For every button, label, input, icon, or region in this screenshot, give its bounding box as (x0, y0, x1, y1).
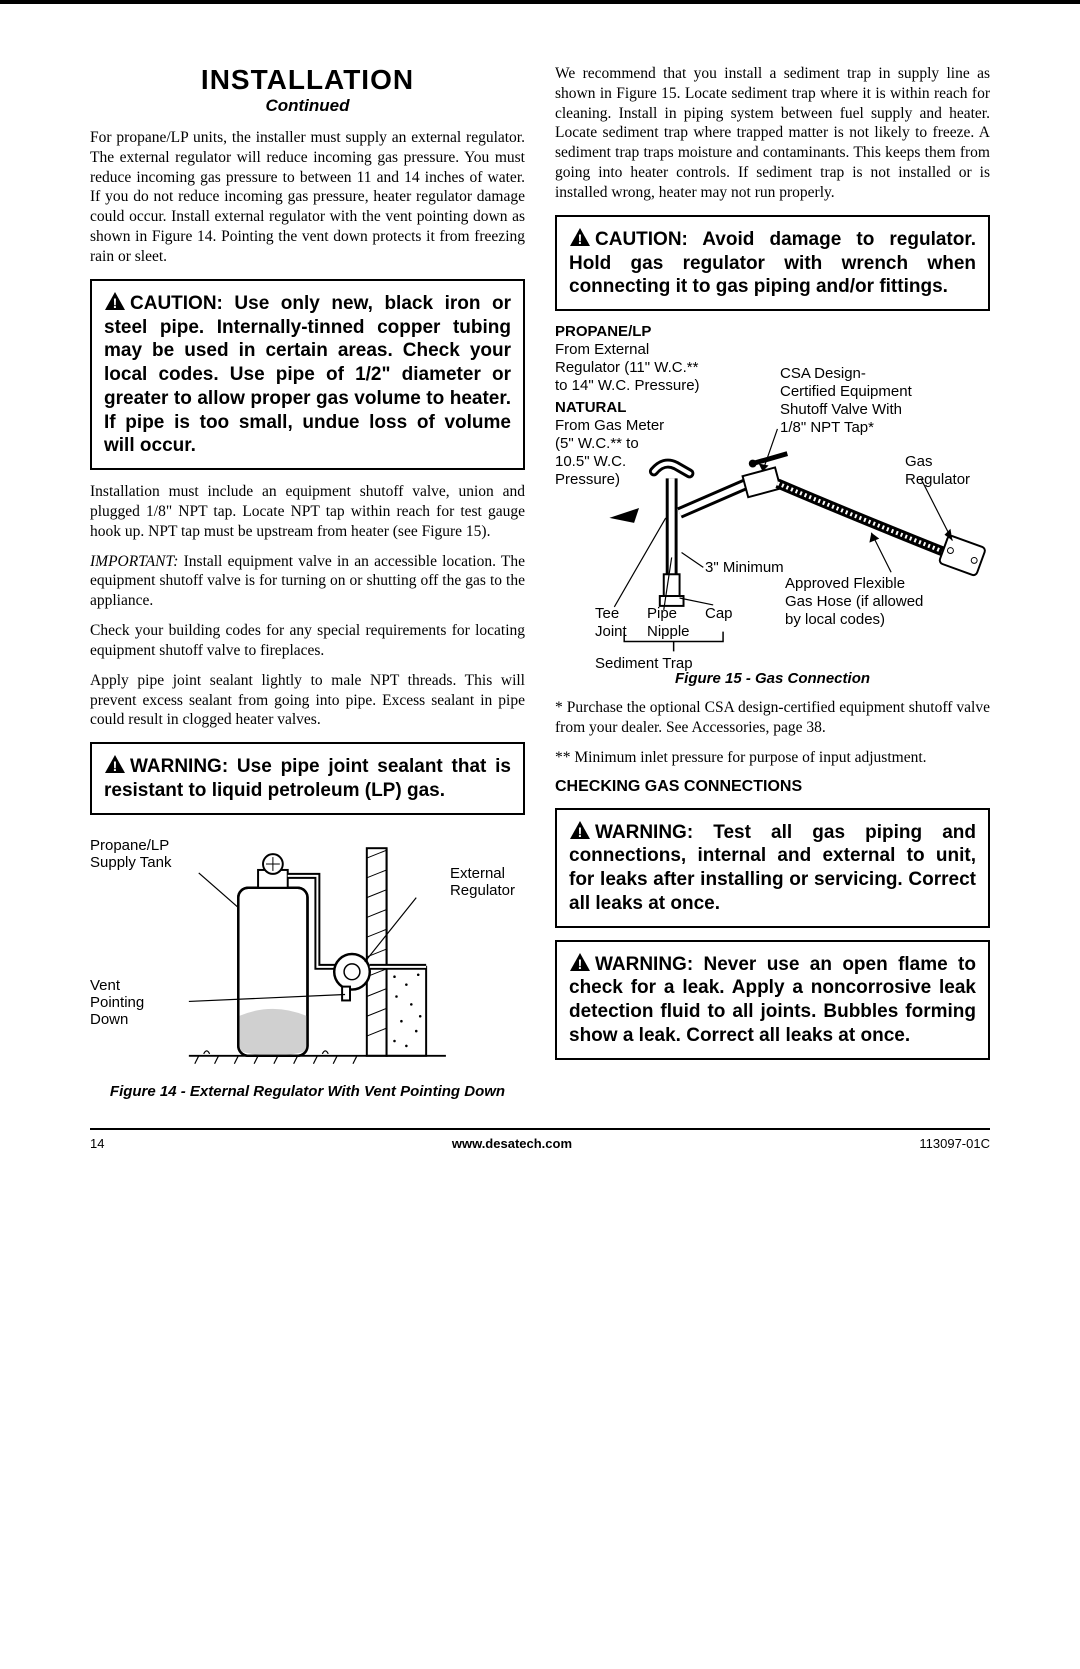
left-para-2: Installation must include an equipment s… (90, 482, 525, 541)
columns: INSTALLATION Continued For propane/LP un… (90, 64, 990, 1110)
footnote-1: * Purchase the optional CSA design-certi… (555, 698, 990, 738)
fig15-natural-text: From Gas Meter (5" W.C.** to 10.5" W.C. … (555, 417, 664, 489)
svg-text:!: ! (113, 295, 118, 311)
warning-test-leaks: ! WARNING: Test all gas piping and conne… (555, 808, 990, 928)
continued-label: Continued (90, 96, 525, 116)
left-column: INSTALLATION Continued For propane/LP un… (90, 64, 525, 1110)
fig15-gasreg: Gas Regulator (905, 453, 970, 489)
footer: 14 www.desatech.com 113097-01C (90, 1128, 990, 1151)
figure-15: PROPANE/LP From External Regulator (11" … (555, 323, 990, 698)
fig15-propane-text: From External Regulator (11" W.C.** to 1… (555, 341, 700, 395)
left-para-4: Check your building codes for any specia… (90, 621, 525, 661)
page: INSTALLATION Continued For propane/LP un… (0, 0, 1080, 1181)
warning-icon: ! (569, 227, 591, 247)
left-para-5: Apply pipe joint sealant lightly to male… (90, 671, 525, 730)
caution-pipe: ! CAUTION: Use only new, black iron or s… (90, 279, 525, 470)
fig15-natural-head: NATURAL (555, 399, 626, 417)
left-para-1: For propane/LP units, the installer must… (90, 128, 525, 267)
warning-icon: ! (569, 952, 591, 972)
svg-text:!: ! (113, 758, 118, 774)
fig15-min: 3" Minimum (705, 559, 784, 577)
warning-open-flame: ! WARNING: Never use an open flame to ch… (555, 940, 990, 1060)
right-column: We recommend that you install a sediment… (555, 64, 990, 1110)
warning-sealant: ! WARNING: Use pipe joint sealant that i… (90, 742, 525, 815)
svg-text:!: ! (578, 824, 583, 840)
footer-url: www.desatech.com (452, 1136, 572, 1151)
figure-15-caption: Figure 15 - Gas Connection (555, 670, 990, 688)
fig15-pipe: Pipe Nipple (647, 605, 690, 641)
footer-page-number: 14 (90, 1136, 104, 1151)
caution-regulator-text: CAUTION: Avoid damage to regulator. Hold… (569, 229, 976, 298)
warning-icon: ! (104, 291, 126, 311)
important-lead: IMPORTANT: (90, 553, 178, 570)
figure-14-caption: Figure 14 - External Regulator With Vent… (90, 1083, 525, 1100)
caution-pipe-text: CAUTION: Use only new, black iron or ste… (104, 293, 511, 457)
footer-docnum: 113097-01C (919, 1136, 990, 1151)
caution-regulator: ! CAUTION: Avoid damage to regulator. Ho… (555, 215, 990, 311)
fig14-label-vent: Vent Pointing Down (90, 977, 144, 1028)
warning-icon: ! (569, 820, 591, 840)
fig15-flex: Approved Flexible Gas Hose (if allowed b… (785, 575, 923, 629)
fig15-csa: CSA Design- Certified Equipment Shutoff … (780, 365, 912, 437)
svg-text:!: ! (578, 956, 583, 972)
warning-icon: ! (104, 754, 126, 774)
footnote-2: ** Minimum inlet pressure for purpose of… (555, 748, 990, 768)
fig15-tee: Tee Joint (595, 605, 627, 641)
fig15-propane-head: PROPANE/LP (555, 323, 651, 341)
right-para-1: We recommend that you install a sediment… (555, 64, 990, 203)
page-title: INSTALLATION (90, 64, 525, 96)
figure-14: Propane/LP Supply Tank External Regulato… (90, 827, 525, 1077)
left-para-3: IMPORTANT: Install equipment valve in an… (90, 552, 525, 611)
warning-open-flame-text: WARNING: Never use an open flame to chec… (569, 954, 976, 1046)
warning-sealant-text: WARNING: Use pipe joint sealant that is … (104, 756, 511, 801)
fig15-cap: Cap (705, 605, 733, 623)
fig14-label-tank: Propane/LP Supply Tank (90, 837, 171, 871)
subhead-checking: CHECKING GAS CONNECTIONS (555, 778, 990, 796)
svg-text:!: ! (578, 231, 583, 247)
warning-test-leaks-text: WARNING: Test all gas piping and connect… (569, 822, 976, 914)
fig14-label-regulator: External Regulator (450, 865, 515, 899)
